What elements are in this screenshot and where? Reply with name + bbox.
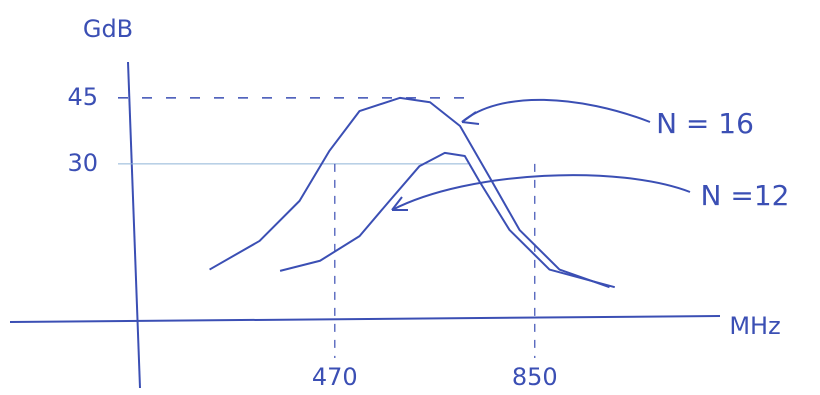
series-line [210,98,610,287]
arrow-head [462,112,479,124]
x-tick-label: 850 [512,363,558,391]
annotation-arrow [392,175,690,210]
series-label: N =12 [701,179,790,212]
y-axis-label: GdB [83,15,133,43]
x-axis-label: MHz [729,312,780,340]
y-tick-label: 30 [67,149,98,177]
x-axis [10,316,720,322]
y-axis [128,62,140,388]
chart: GdB MHz 30 45 470 850 N = 16 N =12 [0,0,820,395]
series-label: N = 16 [656,107,754,140]
x-tick-label: 470 [312,363,358,391]
series-line [280,153,615,287]
y-tick-label: 45 [67,83,98,111]
annotation-arrow [462,100,650,122]
